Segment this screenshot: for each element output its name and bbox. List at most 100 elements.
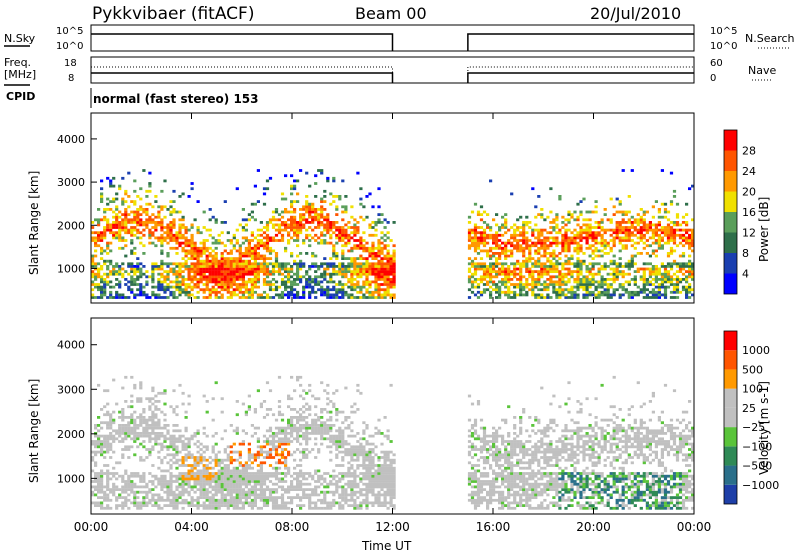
heatmap-cell (564, 223, 568, 227)
heatmap-cell (280, 267, 285, 271)
heatmap-cell (118, 410, 122, 414)
heatmap-cell (118, 296, 122, 299)
heatmap-cell (103, 285, 107, 289)
heatmap-cell (211, 285, 215, 289)
heatmap-cell (579, 233, 583, 237)
heatmap-cell (489, 254, 493, 258)
heatmap-cell (205, 257, 209, 260)
heatmap-cell (193, 218, 197, 222)
heatmap-cell (103, 218, 107, 222)
heatmap-cell (615, 267, 619, 271)
heatmap-cell (184, 283, 188, 286)
heatmap-cell (190, 249, 194, 253)
heatmap-cell (380, 272, 384, 276)
heatmap-cell (229, 490, 233, 494)
nsearch-label: N.Search (745, 32, 795, 45)
heatmap-cell (305, 432, 309, 435)
heatmap-cell (202, 474, 206, 478)
heatmap-cell (142, 496, 146, 499)
heatmap-cell (163, 296, 167, 299)
heatmap-cell (256, 244, 260, 248)
heatmap-cell (299, 259, 303, 263)
heatmap-cell (106, 241, 110, 245)
heatmap-cell (362, 249, 366, 253)
heatmap-cell (510, 296, 514, 299)
heatmap-cell (492, 267, 496, 271)
heatmap-cell (636, 228, 640, 232)
heatmap-cell (106, 464, 110, 467)
heatmap-cell (308, 450, 312, 454)
y-tick-label: 3000 (57, 176, 85, 189)
heatmap-cell (591, 290, 595, 294)
heatmap-cell (287, 231, 291, 235)
heatmap-cell (181, 278, 185, 281)
heatmap-cell (205, 477, 209, 481)
heatmap-cell (100, 490, 104, 494)
heatmap-cell (467, 246, 472, 250)
heatmap-cell (660, 226, 664, 229)
heatmap-cell (648, 244, 652, 248)
heatmap-cell (118, 236, 122, 240)
heatmap-cell (561, 249, 565, 253)
heatmap-cell (274, 228, 279, 232)
heatmap-cell (163, 402, 167, 406)
heatmap-cell (296, 231, 300, 235)
heatmap-cell (169, 228, 173, 232)
heatmap-cell (259, 466, 263, 470)
heatmap-cell (302, 434, 306, 438)
heatmap-cell (365, 278, 369, 281)
heatmap-cell (489, 290, 493, 294)
heatmap-cell (214, 259, 218, 263)
heatmap-cell (636, 252, 640, 255)
heatmap-cell (293, 262, 297, 266)
heatmap-cell (594, 272, 598, 276)
heatmap-cell (549, 254, 553, 258)
heatmap-cell (211, 280, 215, 284)
heatmap-cell (169, 480, 173, 483)
heatmap-cell (160, 391, 164, 395)
heatmap-cell (247, 456, 251, 459)
heatmap-cell (669, 275, 674, 279)
heatmap-cell (196, 445, 200, 449)
heatmap-cell (235, 259, 239, 263)
heatmap-cell (585, 228, 589, 232)
heatmap-cell (115, 290, 119, 294)
heatmap-cell (100, 488, 104, 491)
heatmap-cell (323, 272, 327, 276)
heatmap-cell (277, 453, 282, 457)
heatmap-cell (688, 187, 692, 191)
heatmap-cell (247, 405, 251, 409)
heatmap-cell (268, 448, 273, 451)
heatmap-cell (302, 448, 306, 451)
heatmap-cell (332, 267, 336, 271)
heatmap-cell (284, 456, 288, 459)
heatmap-cell (220, 275, 224, 279)
heatmap-cell (151, 213, 155, 216)
heatmap-cell (139, 187, 143, 191)
heatmap-cell (552, 280, 556, 284)
heatmap-cell (163, 231, 167, 235)
heatmap-cell (103, 259, 107, 263)
heatmap-cell (311, 474, 315, 478)
heatmap-cell (211, 241, 215, 245)
heatmap-cell (175, 278, 179, 281)
heatmap-cell (277, 239, 282, 242)
heatmap-cell (181, 461, 185, 465)
heatmap-cell (642, 236, 646, 240)
heatmap-cell (112, 184, 116, 188)
heatmap-cell (268, 252, 273, 255)
heatmap-cell (603, 239, 607, 242)
heatmap-cell (154, 267, 158, 271)
heatmap-cell (603, 228, 607, 232)
heatmap-cell (507, 288, 511, 292)
heatmap-cell (302, 493, 306, 497)
heatmap-cell (654, 275, 658, 279)
heatmap-cell (238, 288, 242, 292)
heatmap-cell (585, 236, 589, 240)
heatmap-cell (130, 226, 134, 229)
heatmap-cell (305, 280, 309, 284)
heatmap-cell (588, 246, 592, 250)
heatmap-cell (344, 244, 348, 248)
heatmap-cell (187, 293, 191, 297)
heatmap-cell (305, 236, 309, 240)
